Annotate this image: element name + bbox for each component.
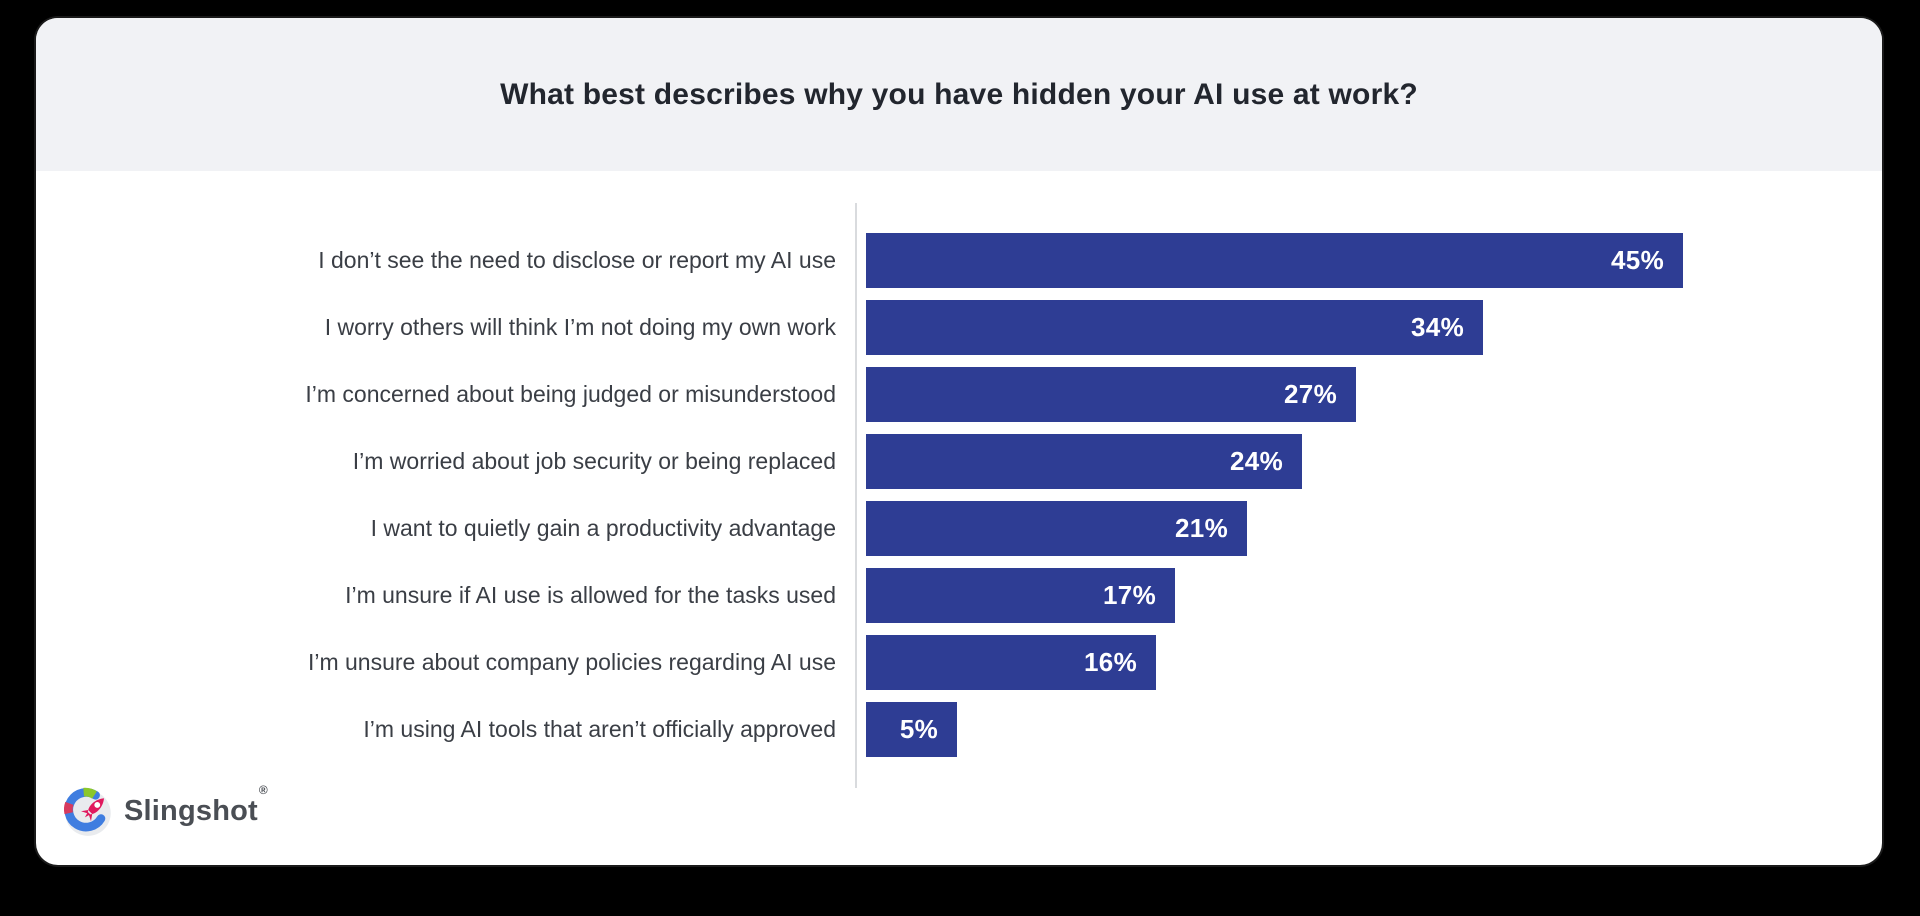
bar-value-label: 16% [1084,647,1137,677]
slingshot-logo-icon [62,785,114,837]
category-label: I’m unsure if AI use is allowed for the … [345,581,836,608]
bar: 21% [866,501,1247,556]
category-label: I worry others will think I’m not doing … [324,313,836,340]
category-label: I’m worried about job security or being … [352,447,836,474]
chart-row: I’m unsure about company policies regard… [36,629,1882,696]
category-label: I want to quietly gain a productivity ad… [370,514,836,541]
bar: 5% [866,702,957,757]
bar-track: 45% [866,233,1882,288]
category-label: I’m concerned about being judged or misu… [305,380,836,407]
bar-value-label: 17% [1103,580,1156,610]
chart-row: I’m using AI tools that aren’t officiall… [36,696,1882,763]
bar: 16% [866,635,1156,690]
chart-title: What best describes why you have hidden … [500,77,1418,111]
bar-track: 17% [866,568,1882,623]
bar-track: 24% [866,434,1882,489]
registered-trademark: ® [258,782,268,797]
bar: 45% [866,233,1683,288]
chart-row: I’m concerned about being judged or misu… [36,361,1882,428]
bar-track: 27% [866,367,1882,422]
bar-value-label: 45% [1611,245,1664,275]
bar-value-label: 34% [1411,312,1464,342]
chart-header: What best describes why you have hidden … [36,18,1882,171]
bar-track: 34% [866,300,1882,355]
bar: 34% [866,300,1483,355]
bar: 24% [866,434,1302,489]
bar-value-label: 27% [1284,379,1337,409]
bar-track: 21% [866,501,1882,556]
chart-row: I’m worried about job security or being … [36,428,1882,495]
bar-value-label: 21% [1175,513,1228,543]
brand-name-text: Slingshot [124,794,258,827]
chart-row: I don’t see the need to disclose or repo… [36,227,1882,294]
chart-row: I’m unsure if AI use is allowed for the … [36,562,1882,629]
category-label: I’m unsure about company policies regard… [307,648,836,675]
chart-row: I want to quietly gain a productivity ad… [36,495,1882,562]
bar-track: 16% [866,635,1882,690]
bar: 17% [866,568,1175,623]
category-label: I don’t see the need to disclose or repo… [318,246,836,273]
category-label: I’m using AI tools that aren’t officiall… [363,715,836,742]
chart-body: I don’t see the need to disclose or repo… [36,227,1882,763]
y-axis-line [855,203,857,788]
bar: 27% [866,367,1356,422]
bar-track: 5% [866,702,1882,757]
bar-value-label: 24% [1230,446,1283,476]
chart-row: I worry others will think I’m not doing … [36,294,1882,361]
chart-area: I don’t see the need to disclose or repo… [36,171,1882,865]
brand-name: Slingshot® [124,783,268,828]
chart-card: What best describes why you have hidden … [36,18,1882,865]
brand-footer: Slingshot® [62,783,268,837]
bar-value-label: 5% [899,714,938,744]
